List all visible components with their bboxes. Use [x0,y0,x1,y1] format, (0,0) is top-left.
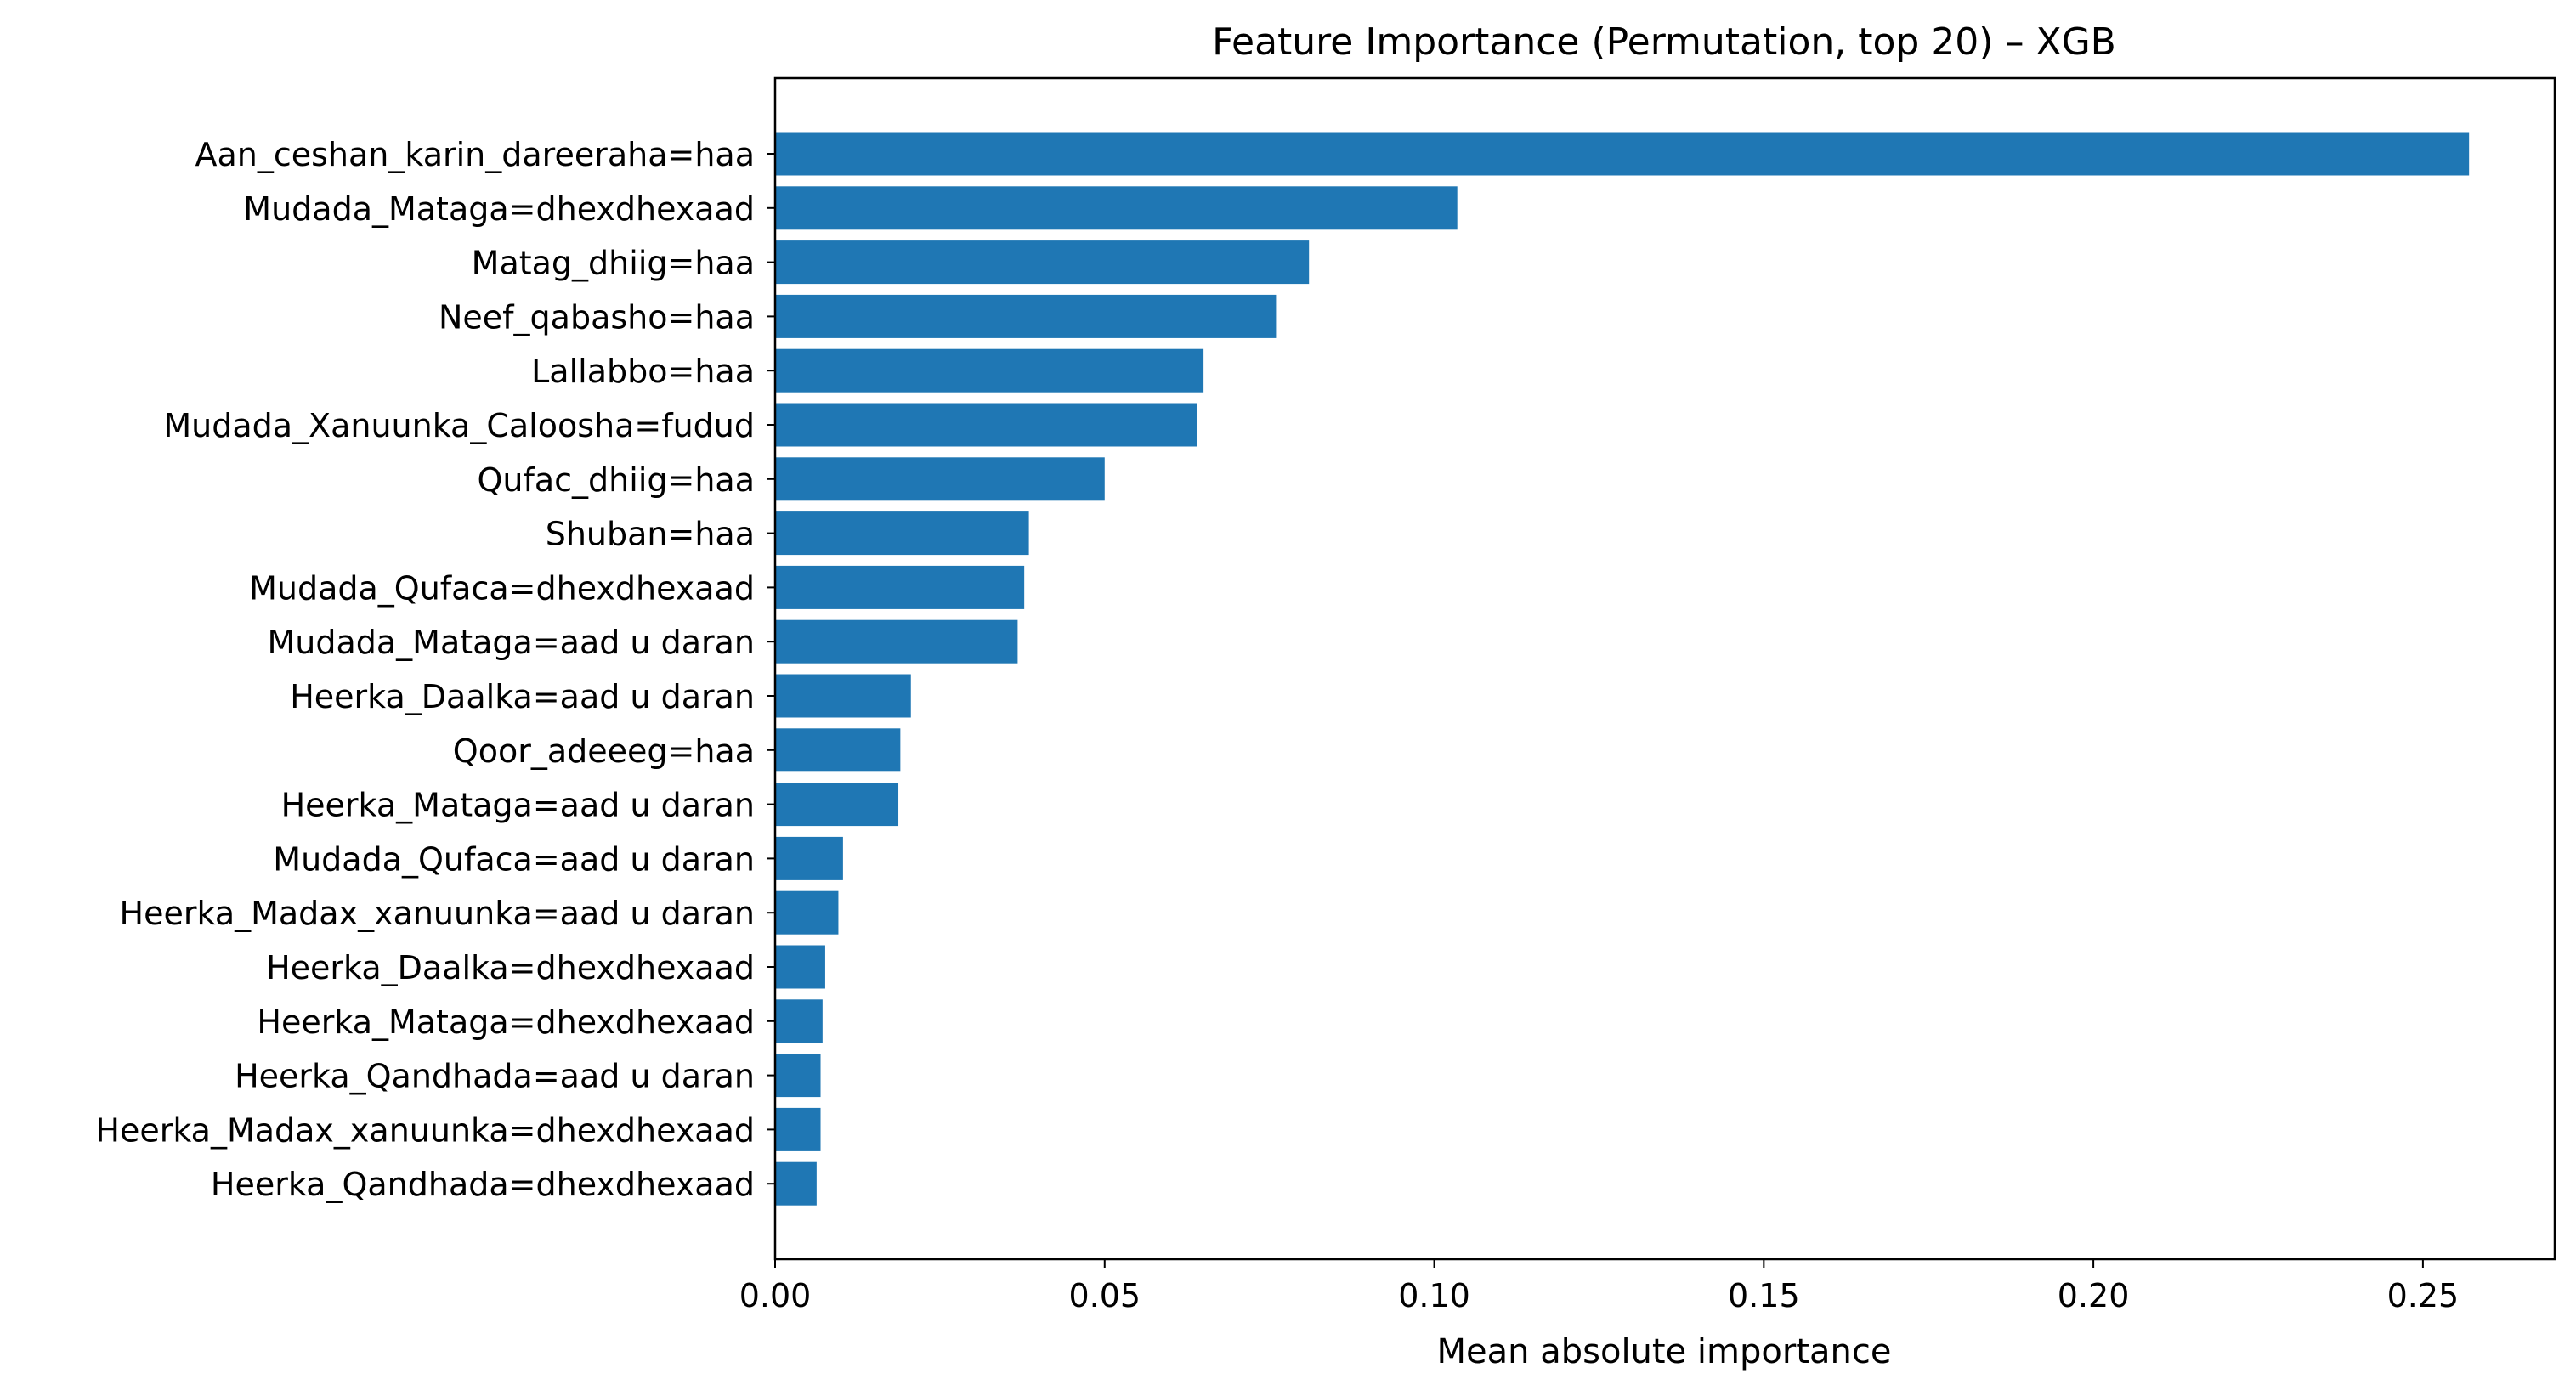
y-tick-label: Qufac_dhiig=haa [478,461,756,499]
y-tick-label: Lallabbo=haa [531,353,755,390]
y-tick-label: Qoor_adeeeg=haa [453,732,755,770]
bar [775,565,1025,609]
y-tick-label: Heerka_Qandhada=aad u daran [235,1058,755,1095]
y-tick-label: Heerka_Mataga=aad u daran [281,787,755,824]
bar [775,403,1197,447]
bar [775,619,1018,664]
x-tick-label: 0.15 [1728,1277,1800,1314]
x-tick-label: 0.10 [1398,1277,1470,1314]
y-tick-label: Heerka_Madax_xanuunka=dhexdhexaad [95,1111,755,1149]
bar [775,783,899,827]
bar [775,890,839,935]
y-tick-label: Mudada_Mataga=dhexdhexaad [243,190,755,228]
x-tick-label: 0.05 [1068,1277,1141,1314]
bar [775,836,843,880]
y-tick-label: Heerka_Qandhada=dhexdhexaad [211,1166,755,1203]
y-tick-label: Heerka_Madax_xanuunka=aad u daran [120,895,755,932]
bar [775,186,1458,230]
y-tick-label: Mudada_Qufaca=aad u daran [273,840,755,878]
y-tick-label: Mudada_Qufaca=dhexdhexaad [249,569,755,607]
y-tick-label: Aan_ceshan_karin_dareeraha=haa [195,136,755,173]
x-axis-ticks: 0.00 0.05 0.10 0.15 0.20 0.25 [739,1259,2459,1314]
y-tick-label: Mudada_Xanuunka_Caloosha=fudud [163,407,755,444]
plot-area-frame [773,76,2556,1261]
bar [775,511,1029,556]
bar [775,294,1277,338]
bar [775,1161,817,1206]
x-tick-label: 0.20 [2058,1277,2130,1314]
y-tick-label: Heerka_Daalka=aad u daran [290,678,755,715]
x-tick-label: 0.00 [739,1277,812,1314]
bar [775,457,1105,501]
y-tick-label: Matag_dhiig=haa [472,245,755,282]
y-tick-label: Heerka_Mataga=dhexdhexaad [257,1003,755,1041]
y-tick-label: Mudada_Mataga=aad u daran [267,624,755,661]
y-tick-label: Shuban=haa [546,516,755,553]
bar [775,1054,821,1098]
x-tick-label: 0.25 [2387,1277,2460,1314]
bars-layer [775,132,2470,1206]
bar [775,674,911,718]
chart-title: Feature Importance (Permutation, top 20)… [1212,20,2116,64]
y-axis-ticks: Aan_ceshan_karin_dareeraha=haa Mudada_Mat… [95,136,775,1203]
bar [775,132,2470,176]
x-axis-label: Mean absolute importance [1437,1332,1892,1371]
y-tick-label: Heerka_Daalka=dhexdhexaad [266,949,755,986]
bar [775,348,1204,393]
bar [775,1107,821,1151]
bar [775,728,901,772]
bar [775,999,823,1043]
bar [775,240,1310,285]
y-tick-label: Neef_qabasho=haa [439,298,755,336]
bar [775,945,825,989]
